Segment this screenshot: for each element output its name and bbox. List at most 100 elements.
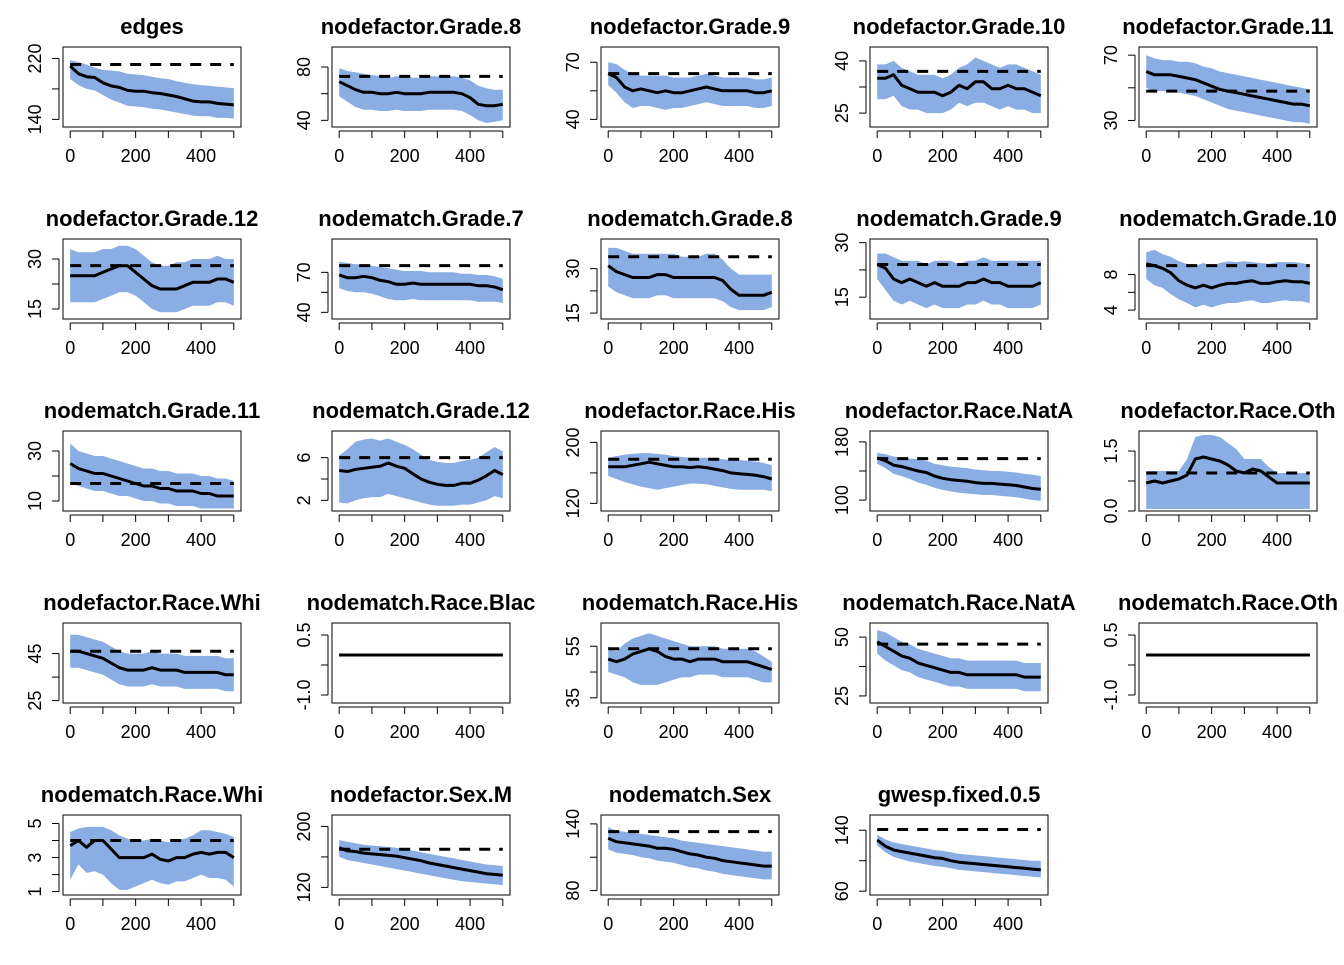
panel-content: 0 200 400 25 45 nodefactor.Race.Whi — [25, 590, 261, 742]
x-tick-label: 400 — [993, 146, 1023, 166]
y-tick-label: 70 — [1101, 45, 1121, 65]
panel-content: 0 200 400 -1.0 0.5 nodematch.Race.Oth — [1101, 590, 1338, 742]
panel-content: 0 200 400 40 70 nodematch.Grade.7 — [294, 206, 524, 358]
mean-line — [607, 647, 773, 671]
panel-nodematch-race-whi: 0 200 400 1 3 5 nodematch.Race.Whi — [25, 782, 263, 934]
x-tick-label: 200 — [659, 530, 689, 550]
simulation-band — [1146, 55, 1310, 124]
x-tick-label: 200 — [928, 914, 958, 934]
mean-line — [607, 72, 773, 95]
panel-gwesp-fixed-0-5: 0 200 400 60 140 gwesp.fixed.0.5 — [832, 782, 1049, 934]
mean-line — [876, 456, 1041, 491]
x-tick-label: 200 — [121, 530, 151, 550]
simulation-band — [1146, 249, 1310, 308]
y-tick-label: 80 — [294, 57, 314, 77]
y-tick-label: 50 — [832, 627, 852, 647]
mean-line — [876, 263, 1042, 288]
mean-line — [69, 64, 234, 107]
panel-nodefactor-grade-9: 0 200 400 40 70 nodefactor.Grade.9 — [563, 14, 790, 166]
plot-frame — [1138, 622, 1318, 704]
x-tick-label: 400 — [993, 530, 1023, 550]
panel-content: 0 200 400 0.0 1.5 nodefactor.Race.Oth — [1101, 398, 1336, 550]
y-tick-label: 45 — [25, 644, 45, 664]
panel-title: nodematch.Grade.7 — [318, 206, 523, 231]
mean-line — [876, 640, 1041, 679]
panel-content: 0 200 400 60 140 gwesp.fixed.0.5 — [832, 782, 1049, 934]
plot-frame — [62, 46, 242, 128]
mean-line — [876, 838, 1041, 872]
x-tick-label: 400 — [993, 338, 1023, 358]
x-tick-label: 0 — [872, 530, 882, 550]
panel-content: 0 200 400 25 50 nodematch.Race.NatA — [832, 590, 1076, 742]
y-tick-label: 40 — [294, 302, 314, 322]
panel-content: 0 200 400 80 140 nodematch.Sex — [563, 782, 780, 934]
x-tick-label: 200 — [121, 722, 151, 742]
x-tick-label: 400 — [455, 146, 485, 166]
panel-nodematch-race-his: 0 200 400 35 55 nodematch.Race.His — [563, 590, 798, 742]
panel-content: 0 200 400 10 30 nodematch.Grade.11 — [25, 398, 260, 550]
x-tick-label: 0 — [1141, 722, 1151, 742]
plot-frame — [331, 46, 511, 128]
x-tick-label: 0 — [65, 914, 75, 934]
panel-title: gwesp.fixed.0.5 — [878, 782, 1041, 807]
x-tick-label: 400 — [993, 914, 1023, 934]
plot-frame — [600, 430, 780, 512]
x-tick-label: 400 — [455, 914, 485, 934]
x-tick-label: 0 — [872, 338, 882, 358]
simulation-band — [339, 438, 503, 506]
y-tick-label: 120 — [294, 872, 314, 902]
panel-content: 0 200 400 140 220 edges — [25, 14, 242, 166]
x-tick-label: 200 — [1197, 146, 1227, 166]
x-tick-label: 200 — [1197, 722, 1227, 742]
y-tick-label: 60 — [832, 881, 852, 901]
y-tick-label: 120 — [563, 488, 583, 518]
panel-title: nodematch.Grade.8 — [587, 206, 792, 231]
panel-title: nodefactor.Race.Whi — [43, 590, 261, 615]
plot-frame — [331, 814, 511, 896]
y-tick-label: 70 — [563, 52, 583, 72]
x-tick-label: 200 — [390, 914, 420, 934]
plot-frame — [869, 46, 1049, 128]
x-tick-label: 400 — [724, 914, 754, 934]
y-tick-label: 6 — [294, 453, 314, 463]
x-tick-label: 200 — [121, 914, 151, 934]
x-tick-label: 0 — [65, 338, 75, 358]
y-tick-label: 0.5 — [1101, 622, 1121, 647]
y-tick-label: 100 — [832, 485, 852, 515]
x-tick-label: 200 — [121, 146, 151, 166]
y-tick-label: 30 — [832, 233, 852, 253]
y-tick-label: 140 — [563, 809, 583, 839]
panel-content: 0 200 400 100 180 nodefactor.Race.NatA — [832, 398, 1073, 550]
panel-nodematch-grade-10: 0 200 400 4 8 nodematch.Grade.10 — [1101, 206, 1337, 358]
y-tick-label: 5 — [25, 819, 45, 829]
mean-line — [877, 73, 1042, 98]
plot-frame — [62, 430, 242, 512]
x-tick-label: 200 — [659, 722, 689, 742]
panel-title: nodefactor.Race.NatA — [845, 398, 1074, 423]
x-tick-label: 400 — [1262, 338, 1292, 358]
y-tick-label: 8 — [1101, 270, 1121, 280]
x-tick-label: 0 — [65, 530, 75, 550]
panel-title: nodematch.Grade.10 — [1119, 206, 1337, 231]
y-tick-label: 15 — [832, 287, 852, 307]
plot-frame — [62, 238, 242, 320]
plot-frame — [869, 238, 1049, 320]
simulation-band — [608, 62, 772, 110]
x-tick-label: 0 — [65, 722, 75, 742]
simulation-band — [70, 60, 234, 119]
plot-frame — [1138, 238, 1318, 320]
y-tick-label: 4 — [1101, 305, 1121, 315]
x-tick-label: 200 — [390, 338, 420, 358]
y-tick-label: 140 — [25, 104, 45, 134]
plot-frame — [1138, 430, 1318, 512]
x-tick-label: 400 — [186, 338, 216, 358]
panel-content: 0 200 400 -1.0 0.5 nodematch.Race.Blac — [294, 590, 535, 742]
panel-nodefactor-race-whi: 0 200 400 25 45 nodefactor.Race.Whi — [25, 590, 261, 742]
x-tick-label: 400 — [724, 146, 754, 166]
